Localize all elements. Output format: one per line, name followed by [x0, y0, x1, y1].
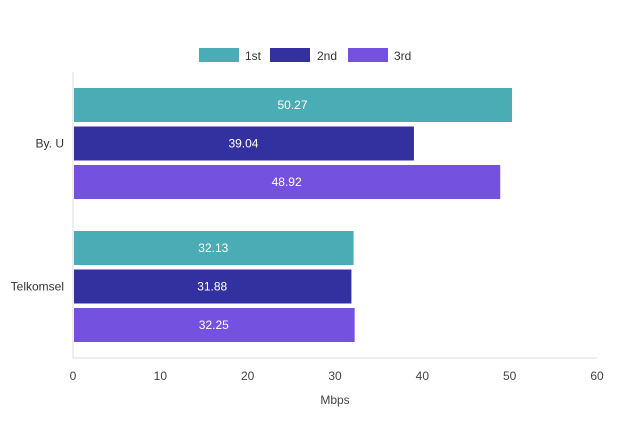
bar-value-label: 31.88 [197, 280, 227, 294]
legend-label-3rd[interactable]: 3rd [394, 49, 411, 63]
legend-swatch-3rd[interactable] [348, 48, 388, 62]
x-tick-label: 10 [154, 369, 168, 383]
x-tick-label: 20 [241, 369, 255, 383]
bar-value-label: 32.25 [199, 318, 229, 332]
bar-2nd-1[interactable] [74, 269, 352, 304]
bar-1st-1[interactable] [74, 231, 354, 265]
x-tick-label: 0 [70, 369, 77, 383]
legend-label-1st[interactable]: 1st [245, 49, 262, 63]
x-tick-label: 40 [416, 369, 430, 383]
bar-3rd-0[interactable] [74, 165, 501, 199]
y-axis-categories: By. U Telkomsel [11, 137, 64, 294]
legend: 1st 2nd 3rd [199, 48, 411, 63]
bar-1st-0[interactable] [74, 88, 513, 122]
bar-value-label: 50.27 [277, 98, 307, 112]
legend-swatch-2nd[interactable] [270, 48, 310, 62]
bar-value-label: 32.13 [198, 241, 228, 255]
plot-area: 50.27 39.04 48.92 32.13 31.88 32.25 [74, 88, 513, 342]
y-category-label: By. U [36, 137, 64, 151]
bar-2nd-0[interactable] [74, 126, 414, 161]
bar-value-label: 39.04 [228, 137, 258, 151]
x-axis-title: Mbps [320, 393, 349, 407]
y-category-label: Telkomsel [11, 280, 64, 294]
x-tick-label: 50 [503, 369, 517, 383]
bar-3rd-1[interactable] [74, 308, 355, 342]
bar-value-label: 48.92 [272, 175, 302, 189]
legend-swatch-1st[interactable] [199, 48, 239, 62]
legend-label-2nd[interactable]: 2nd [317, 49, 337, 63]
x-tick-label: 30 [328, 369, 342, 383]
x-tick-label: 60 [590, 369, 604, 383]
x-axis-ticks: 0 10 20 30 40 50 60 [70, 369, 604, 383]
